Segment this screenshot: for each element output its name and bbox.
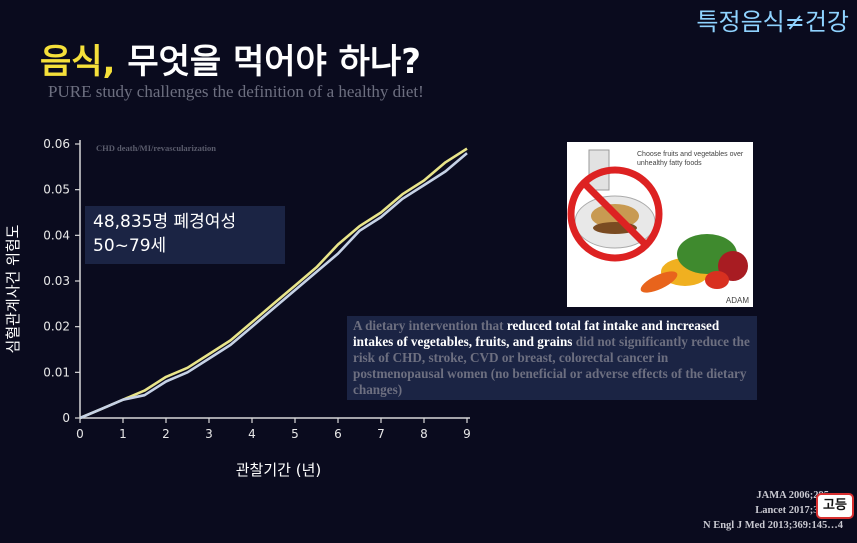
y-axis-title: 심혈관계사건 위험도 bbox=[4, 224, 22, 353]
series-line-a bbox=[79, 147, 468, 420]
x-tick-label: 9 bbox=[463, 427, 471, 441]
description-part-2: reduced total fat intake and increased i… bbox=[353, 318, 720, 349]
subtitle: PURE study challenges the definition of … bbox=[48, 82, 424, 101]
x-axis-title: 관찰기간 (년) bbox=[236, 461, 321, 479]
cohort-size-text: 48,835명 폐경여성 bbox=[93, 212, 237, 232]
reference-nejm: N Engl J Med 2013;369:145…4 bbox=[703, 520, 843, 531]
series-line-b bbox=[79, 152, 468, 420]
food-illustration-graphic bbox=[567, 142, 753, 307]
cohort-age-text: 50~79세 bbox=[93, 236, 167, 256]
x-tick-label: 2 bbox=[162, 427, 170, 441]
description-part-3: did not significantly reduce the risk of… bbox=[353, 334, 750, 397]
corner-title: 특정음식≠건강 bbox=[696, 8, 849, 36]
y-tick-label: 0.03 bbox=[43, 274, 70, 288]
x-tick-label: 6 bbox=[334, 427, 342, 441]
reference-jama: JAMA 2006;295:… bbox=[756, 490, 843, 501]
healthy-food-illustration: Choose fruits and vegetables over unheal… bbox=[567, 142, 753, 307]
references: JAMA 2006;295:… Lancet 2017;390:… N Engl… bbox=[703, 488, 843, 533]
x-tick-label: 8 bbox=[420, 427, 428, 441]
y-tick-label: 0.01 bbox=[43, 365, 70, 379]
y-tick-label: 0.06 bbox=[43, 137, 70, 151]
reference-lancet: Lancet 2017;390:… bbox=[755, 505, 843, 516]
y-tick-label: 0 bbox=[62, 411, 70, 425]
illustration-brand: ADAM bbox=[725, 296, 749, 305]
title-highlight: 음식, bbox=[40, 42, 116, 82]
chart-inner-label: CHD death/MI/revascularization bbox=[96, 143, 216, 153]
x-tick-label: 5 bbox=[291, 427, 299, 441]
title-rest: 무엇을 먹어야 하나? bbox=[115, 42, 421, 82]
y-tick-label: 0.05 bbox=[43, 183, 70, 197]
page-title: 음식, 무엇을 먹어야 하나? bbox=[40, 34, 421, 83]
study-description: A dietary intervention that reduced tota… bbox=[347, 316, 757, 400]
illustration-caption: Choose fruits and vegetables over unheal… bbox=[637, 151, 744, 167]
x-tick-label: 7 bbox=[377, 427, 385, 441]
x-tick-label: 3 bbox=[205, 427, 213, 441]
y-tick-label: 0.02 bbox=[43, 320, 70, 334]
description-part-1: A dietary intervention that bbox=[353, 318, 507, 333]
x-tick-label: 1 bbox=[119, 427, 127, 441]
x-tick-label: 4 bbox=[248, 427, 256, 441]
cohort-info-box: 48,835명 폐경여성 50~79세 bbox=[85, 206, 285, 264]
channel-logo-badge: 고등 bbox=[816, 493, 854, 519]
y-tick-label: 0.04 bbox=[43, 228, 70, 242]
x-tick-label: 0 bbox=[76, 427, 84, 441]
